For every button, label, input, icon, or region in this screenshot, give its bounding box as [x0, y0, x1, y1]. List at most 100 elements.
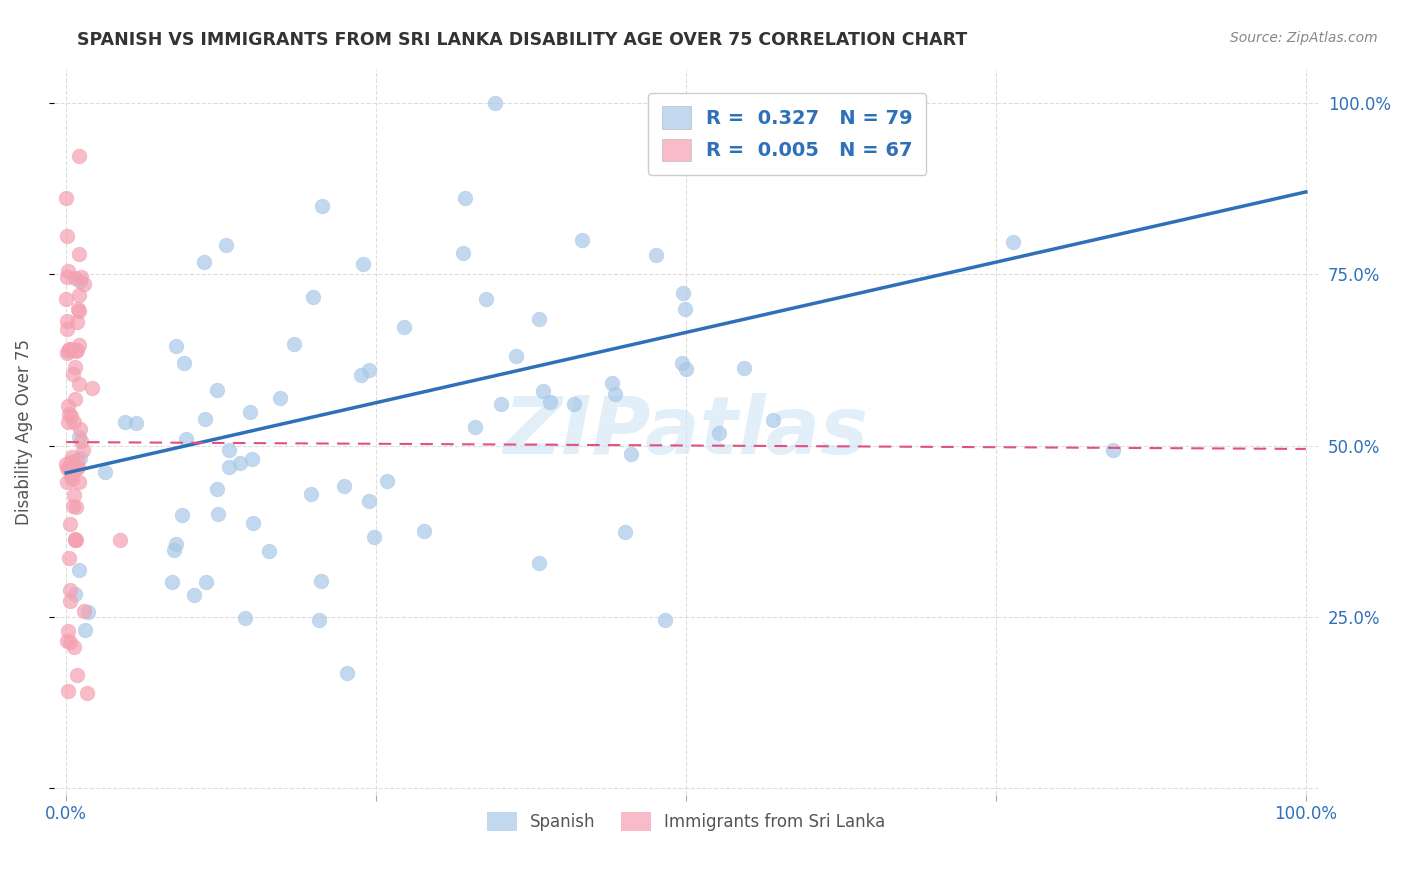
Point	[55, 292, 77, 306]
Point	[207, 384, 229, 398]
Point	[392, 320, 415, 334]
Point	[67, 246, 90, 260]
Point	[1102, 442, 1125, 457]
Text: Source: ZipAtlas.com: Source: ZipAtlas.com	[1230, 31, 1378, 45]
Point	[60, 450, 83, 465]
Point	[527, 556, 550, 570]
Point	[734, 95, 756, 110]
Point	[350, 368, 373, 382]
Point	[65, 533, 87, 548]
Point	[58, 399, 80, 413]
Point	[65, 462, 87, 476]
Point	[62, 367, 84, 381]
Point	[299, 487, 322, 501]
Point	[194, 412, 217, 426]
Point	[309, 574, 332, 588]
Point	[363, 530, 385, 544]
Point	[562, 397, 585, 411]
Point	[56, 684, 79, 698]
Point	[620, 447, 643, 461]
Point	[233, 611, 256, 625]
Point	[69, 422, 91, 436]
Point	[56, 344, 79, 359]
Point	[215, 237, 238, 252]
Point	[67, 563, 90, 577]
Point	[413, 524, 436, 538]
Point	[675, 362, 697, 376]
Point	[257, 543, 280, 558]
Point	[302, 290, 325, 304]
Point	[66, 343, 89, 358]
Point	[59, 594, 82, 608]
Point	[70, 270, 93, 285]
Point	[63, 587, 86, 601]
Y-axis label: Disability Age Over 75: Disability Age Over 75	[15, 339, 32, 524]
Point	[94, 465, 117, 479]
Point	[65, 359, 87, 374]
Point	[73, 277, 96, 291]
Point	[65, 500, 87, 514]
Point	[58, 462, 80, 476]
Point	[489, 396, 512, 410]
Point	[66, 459, 89, 474]
Point	[163, 542, 186, 557]
Point	[76, 686, 98, 700]
Point	[73, 623, 96, 637]
Point	[62, 415, 84, 429]
Point	[114, 415, 136, 429]
Point	[359, 363, 381, 377]
Point	[451, 245, 474, 260]
Point	[707, 426, 730, 441]
Point	[66, 667, 89, 681]
Point	[67, 430, 90, 444]
Point	[332, 479, 354, 493]
Point	[176, 433, 198, 447]
Point	[645, 248, 668, 262]
Point	[269, 391, 291, 405]
Point	[70, 434, 93, 449]
Point	[67, 148, 90, 162]
Point	[531, 384, 554, 398]
Point	[56, 322, 79, 336]
Point	[464, 420, 486, 434]
Point	[59, 635, 82, 649]
Point	[375, 475, 398, 489]
Point	[56, 416, 79, 430]
Point	[671, 356, 693, 370]
Point	[475, 293, 498, 307]
Point	[62, 499, 84, 513]
Point	[1002, 235, 1025, 250]
Point	[571, 233, 593, 247]
Point	[505, 349, 527, 363]
Point	[336, 665, 359, 680]
Point	[207, 507, 229, 521]
Point	[283, 337, 305, 351]
Point	[62, 488, 84, 502]
Point	[183, 588, 205, 602]
Point	[166, 339, 188, 353]
Point	[65, 343, 87, 358]
Point	[654, 613, 676, 627]
Point	[352, 257, 374, 271]
Point	[55, 191, 77, 205]
Point	[125, 416, 148, 430]
Point	[67, 287, 90, 301]
Point	[160, 574, 183, 589]
Point	[69, 274, 91, 288]
Point	[170, 508, 193, 522]
Point	[165, 537, 187, 551]
Legend: R =  0.327   N = 79, R =  0.005   N = 67: R = 0.327 N = 79, R = 0.005 N = 67	[648, 93, 927, 175]
Point	[173, 355, 195, 369]
Point	[672, 286, 695, 301]
Point	[359, 493, 381, 508]
Point	[80, 381, 103, 395]
Point	[59, 517, 82, 532]
Point	[69, 450, 91, 465]
Point	[56, 346, 79, 360]
Point	[60, 409, 83, 423]
Text: ZIPatlas: ZIPatlas	[503, 392, 869, 471]
Point	[673, 302, 696, 317]
Point	[63, 271, 86, 285]
Point	[63, 532, 86, 546]
Point	[58, 342, 80, 356]
